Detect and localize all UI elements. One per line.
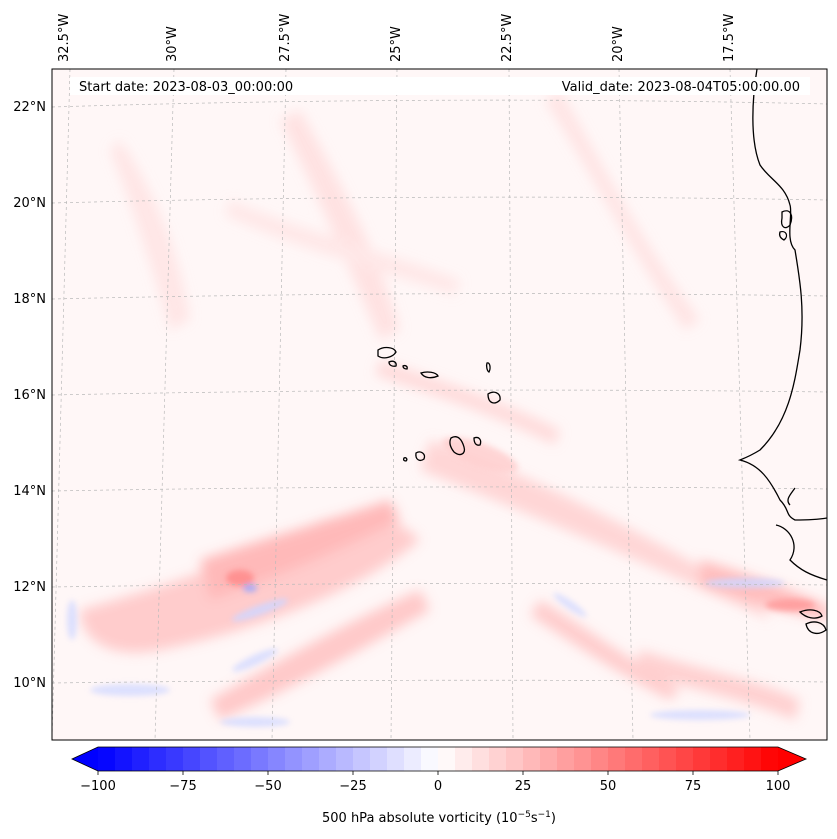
colorbar-tick-label: 0	[434, 779, 442, 794]
colorbar-segment	[676, 747, 694, 771]
lon-label: 32.5°W	[57, 14, 72, 62]
colorbar-high-extend-arrow	[778, 747, 806, 771]
colorbar-segment	[387, 747, 405, 771]
colorbar-segment	[217, 747, 235, 771]
colorbar-segment	[438, 747, 456, 771]
lat-label: 22°N	[13, 100, 46, 115]
colorbar-segment	[370, 747, 388, 771]
colorbar-segment	[336, 747, 354, 771]
colorbar-segment	[234, 747, 252, 771]
map-frame	[51, 68, 828, 741]
colorbar-segment	[489, 747, 507, 771]
lat-label: 20°N	[13, 196, 46, 211]
lon-label: 30°W	[165, 26, 180, 62]
lon-label: 22.5°W	[500, 14, 515, 62]
colorbar-segment	[744, 747, 762, 771]
colorbar-ticks: −100 −75 −50 −25 0 25 50 75 100	[80, 771, 790, 794]
colorbar-segment	[285, 747, 303, 771]
lat-label: 12°N	[13, 580, 46, 595]
colorbar-segment	[625, 747, 643, 771]
colorbar-segment	[659, 747, 677, 771]
colorbar-segment	[166, 747, 184, 771]
colorbar-segment	[506, 747, 524, 771]
colorbar-segment	[149, 747, 167, 771]
colorbar-segment	[98, 747, 116, 771]
lon-label: 17.5°W	[722, 14, 737, 62]
colorbar-tick-label: 50	[600, 779, 617, 794]
lon-label: 25°W	[389, 26, 404, 62]
cape-verde-islands	[377, 346, 501, 462]
colorbar-segment	[455, 747, 473, 771]
colorbar-segment	[132, 747, 150, 771]
colorbar-segments	[98, 747, 779, 771]
colorbar-tick-label: −25	[339, 779, 366, 794]
colorbar-segment	[421, 747, 439, 771]
lat-label: 18°N	[13, 292, 46, 307]
colorbar-segment	[693, 747, 711, 771]
colorbar-segment	[727, 747, 745, 771]
colorbar-tick-label: 75	[685, 779, 702, 794]
colorbar-segment	[523, 747, 541, 771]
annotation-band	[70, 77, 810, 95]
colorbar-tick-label: −50	[254, 779, 281, 794]
colorbar-segment	[557, 747, 575, 771]
colorbar-segment	[200, 747, 218, 771]
start-date-label: Start date: 2023-08-03_00:00:00	[79, 80, 293, 95]
coastline	[737, 69, 827, 635]
colorbar-segment	[404, 747, 422, 771]
colorbar-segment	[642, 747, 660, 771]
colorbar-segment	[251, 747, 269, 771]
colorbar-segment	[574, 747, 592, 771]
lat-label: 16°N	[13, 388, 46, 403]
lon-label: 27.5°W	[278, 14, 293, 62]
lon-label: 20°W	[611, 26, 626, 62]
colorbar-segment	[302, 747, 320, 771]
lat-label: 10°N	[13, 676, 46, 691]
colorbar-segment	[353, 747, 371, 771]
colorbar-segment	[608, 747, 626, 771]
latitude-labels: 22°N 20°N 18°N 16°N 14°N 12°N 10°N	[13, 100, 46, 691]
colorbar-tick-label: 25	[515, 779, 532, 794]
colorbar-segment	[268, 747, 286, 771]
colorbar-label: 500 hPa absolute vorticity (10−5s−1)	[322, 810, 556, 826]
colorbar-segment	[319, 747, 337, 771]
lat-label: 14°N	[13, 484, 46, 499]
colorbar-segment	[761, 747, 779, 771]
colorbar: −100 −75 −50 −25 0 25 50 75 100 500 hPa absolute…	[71, 746, 808, 826]
valid-date-label: Valid_date: 2023-08-04T05:00:00.00	[562, 80, 800, 95]
colorbar-tick-label: −75	[169, 779, 196, 794]
colorbar-tick-label: −100	[80, 779, 116, 794]
colorbar-segment	[540, 747, 558, 771]
colorbar-segment	[472, 747, 490, 771]
colorbar-segment	[183, 747, 201, 771]
colorbar-segment	[115, 747, 133, 771]
colorbar-tick-label: 100	[766, 779, 791, 794]
colorbar-low-extend-arrow	[72, 747, 98, 771]
graticule	[52, 69, 827, 740]
colorbar-segment	[591, 747, 609, 771]
colorbar-segment	[710, 747, 728, 771]
longitude-labels: 32.5°W 30°W 27.5°W 25°W 22.5°W 20°W 17.5…	[57, 14, 737, 62]
